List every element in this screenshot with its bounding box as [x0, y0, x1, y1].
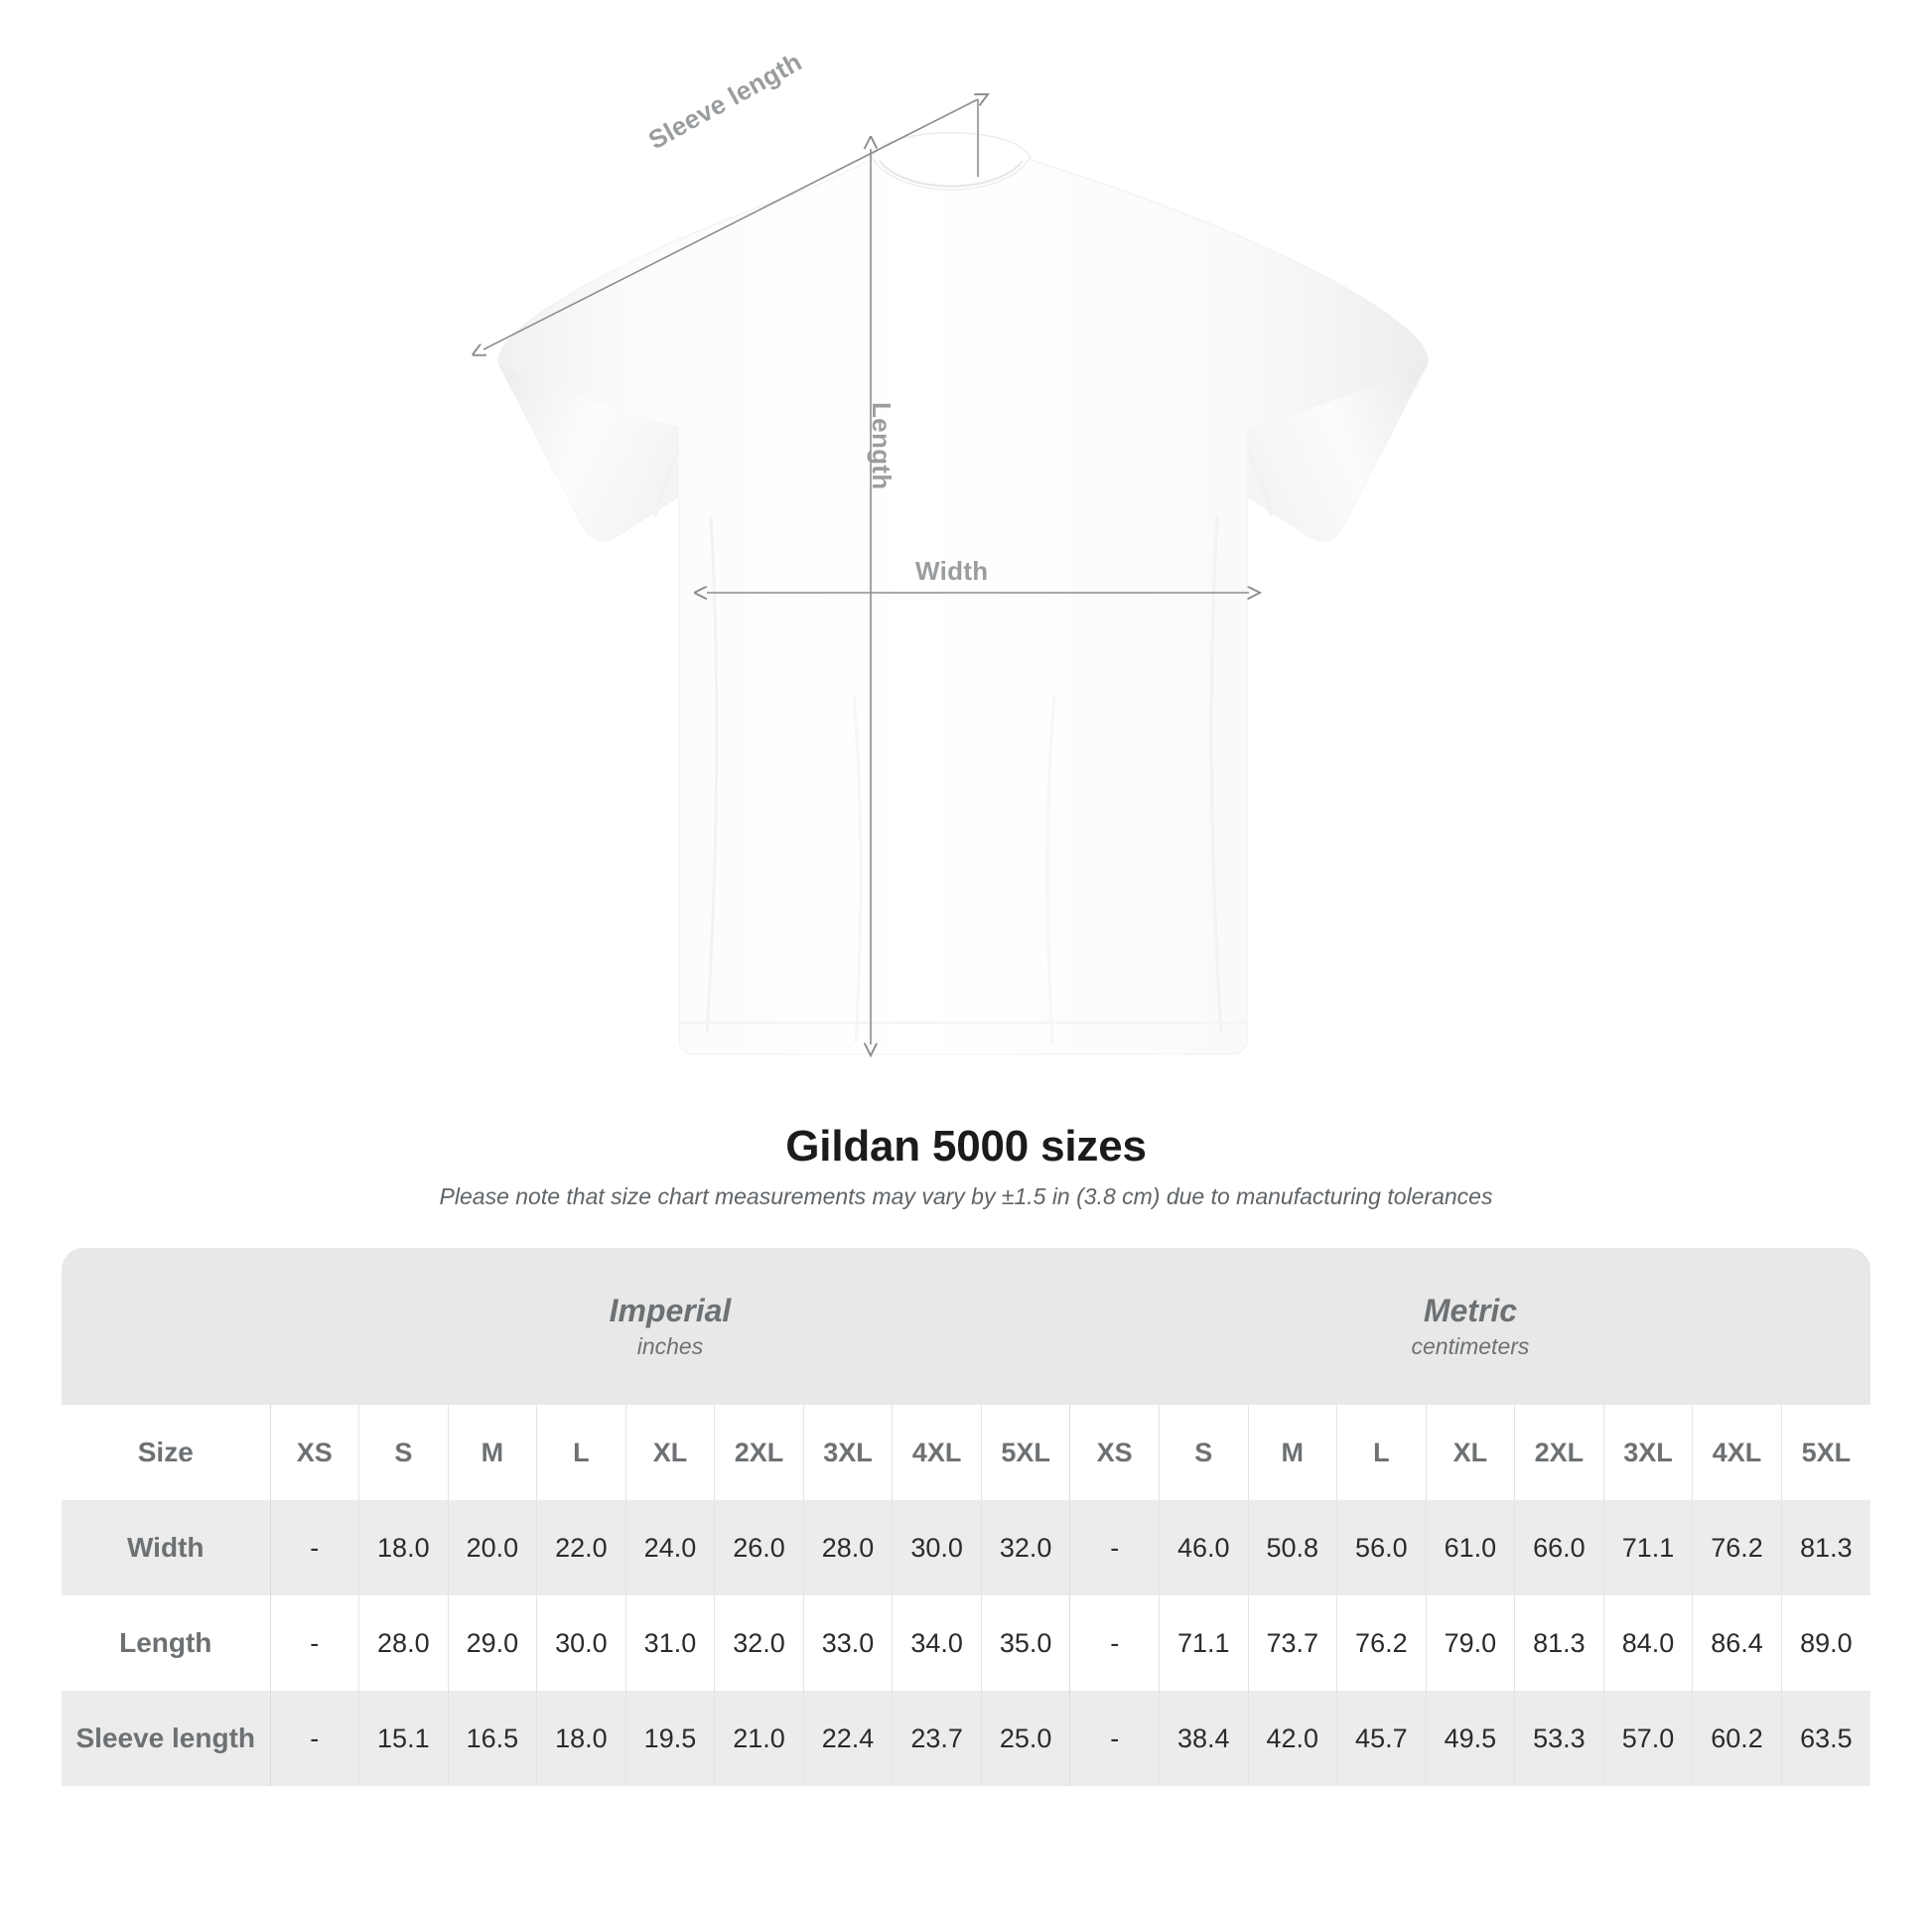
length-metric-3xl: 84.0	[1602, 1595, 1693, 1691]
size-header-metric-m: M	[1247, 1405, 1337, 1500]
size-header-metric-l: L	[1336, 1405, 1427, 1500]
sleeve-metric-l: 45.7	[1336, 1691, 1427, 1786]
sleeve-metric-xl: 49.5	[1425, 1691, 1515, 1786]
unit-banner-spacer	[62, 1248, 270, 1405]
width-imperial-xl: 24.0	[624, 1500, 715, 1595]
width-metric-2xl: 66.0	[1514, 1500, 1604, 1595]
length-imperial-2xl: 32.0	[714, 1595, 804, 1691]
length-metric-4xl: 86.4	[1692, 1595, 1782, 1691]
tshirt-illustration	[0, 0, 1429, 1122]
length-imperial-xl: 31.0	[624, 1595, 715, 1691]
length-imperial-s: 28.0	[358, 1595, 449, 1691]
size-header-metric-xl: XL	[1425, 1405, 1515, 1500]
unit-group-imperial-sub: inches	[636, 1332, 704, 1359]
size-header-imperial-l: L	[536, 1405, 626, 1500]
length-imperial-5xl: 35.0	[980, 1595, 1070, 1691]
size-chart-table: Imperial inches Metric centimeters Size …	[62, 1248, 1870, 1786]
size-header-metric-xs: XS	[1069, 1405, 1160, 1500]
sleeve-length-dimension-arrow	[483, 99, 978, 349]
row-label-length: Length	[119, 1627, 212, 1658]
unit-group-imperial-name: Imperial	[609, 1292, 732, 1328]
length-metric-l: 76.2	[1336, 1595, 1427, 1691]
page-title: Gildan 5000 sizes	[785, 1122, 1147, 1171]
size-header-imperial-2xl: 2XL	[714, 1405, 804, 1500]
sleeve-metric-3xl: 57.0	[1602, 1691, 1693, 1786]
length-metric-5xl: 89.0	[1780, 1595, 1870, 1691]
size-header-metric-4xl: 4XL	[1692, 1405, 1782, 1500]
length-imperial-m: 29.0	[447, 1595, 537, 1691]
table-row: Length - 28.0 29.0 30.0 31.0 32.0 33.0 3…	[62, 1595, 1870, 1691]
length-metric-xs: -	[1069, 1595, 1160, 1691]
sleeve-imperial-2xl: 21.0	[714, 1691, 804, 1786]
width-metric-3xl: 71.1	[1602, 1500, 1693, 1595]
sleeve-imperial-xs: -	[269, 1691, 359, 1786]
size-header-imperial-xl: XL	[624, 1405, 715, 1500]
width-imperial-s: 18.0	[358, 1500, 449, 1595]
sleeve-metric-2xl: 53.3	[1514, 1691, 1604, 1786]
width-metric-l: 56.0	[1336, 1500, 1427, 1595]
width-metric-xs: -	[1069, 1500, 1160, 1595]
size-header-imperial-xs: XS	[269, 1405, 359, 1500]
tolerance-note: Please note that size chart measurements…	[439, 1183, 1493, 1209]
unit-group-imperial: Imperial inches	[270, 1248, 1070, 1405]
width-metric-m: 50.8	[1247, 1500, 1337, 1595]
size-chart-heading: Gildan 5000 sizes Please note that size …	[0, 1122, 1932, 1210]
length-imperial-l: 30.0	[536, 1595, 626, 1691]
sleeve-imperial-4xl: 23.7	[892, 1691, 982, 1786]
length-metric-2xl: 81.3	[1514, 1595, 1604, 1691]
size-header-metric-5xl: 5XL	[1780, 1405, 1870, 1500]
size-header-imperial-m: M	[447, 1405, 537, 1500]
width-metric-s: 46.0	[1158, 1500, 1249, 1595]
sleeve-imperial-l: 18.0	[536, 1691, 626, 1786]
table-row: Width - 18.0 20.0 22.0 24.0 26.0 28.0 30…	[62, 1500, 1870, 1595]
size-header-imperial-5xl: 5XL	[980, 1405, 1070, 1500]
width-imperial-l: 22.0	[536, 1500, 626, 1595]
sleeve-imperial-xl: 19.5	[624, 1691, 715, 1786]
length-imperial-3xl: 33.0	[802, 1595, 893, 1691]
length-metric-xl: 79.0	[1425, 1595, 1515, 1691]
row-label-width: Width	[127, 1532, 205, 1563]
length-metric-m: 73.7	[1247, 1595, 1337, 1691]
sleeve-imperial-m: 16.5	[447, 1691, 537, 1786]
length-imperial-4xl: 34.0	[892, 1595, 982, 1691]
size-header-row: Size XS S M L XL 2XL 3XL 4XL 5XL XS S M …	[62, 1405, 1870, 1500]
width-metric-xl: 61.0	[1425, 1500, 1515, 1595]
width-metric-4xl: 76.2	[1692, 1500, 1782, 1595]
size-chart-table-wrapper: Imperial inches Metric centimeters Size …	[62, 1248, 1870, 1786]
sleeve-metric-s: 38.4	[1158, 1691, 1249, 1786]
sleeve-imperial-3xl: 22.4	[802, 1691, 893, 1786]
unit-group-metric-name: Metric	[1423, 1292, 1518, 1328]
width-imperial-2xl: 26.0	[714, 1500, 804, 1595]
length-imperial-xs: -	[269, 1595, 359, 1691]
sleeve-imperial-s: 15.1	[358, 1691, 449, 1786]
sleeve-metric-4xl: 60.2	[1692, 1691, 1782, 1786]
size-header-label: Size	[137, 1437, 194, 1467]
tshirt-measurement-diagram: Sleeve length Length Width	[0, 0, 1429, 1122]
sleeve-metric-m: 42.0	[1247, 1691, 1337, 1786]
size-header-metric-3xl: 3XL	[1602, 1405, 1693, 1500]
row-label-sleeve-length: Sleeve length	[75, 1723, 255, 1753]
width-imperial-3xl: 28.0	[802, 1500, 893, 1595]
unit-group-metric: Metric centimeters	[1069, 1248, 1870, 1405]
width-imperial-4xl: 30.0	[892, 1500, 982, 1595]
table-row: Sleeve length - 15.1 16.5 18.0 19.5 21.0…	[62, 1691, 1870, 1786]
width-metric-5xl: 81.3	[1780, 1500, 1870, 1595]
length-diagram-label: Length	[867, 402, 897, 490]
sleeve-imperial-5xl: 25.0	[980, 1691, 1070, 1786]
size-header-imperial-s: S	[358, 1405, 449, 1500]
sleeve-metric-xs: -	[1069, 1691, 1160, 1786]
length-metric-s: 71.1	[1158, 1595, 1249, 1691]
width-imperial-m: 20.0	[447, 1500, 537, 1595]
unit-group-metric-sub: centimeters	[1411, 1332, 1530, 1359]
size-header-imperial-4xl: 4XL	[892, 1405, 982, 1500]
width-diagram-label: Width	[915, 556, 989, 586]
size-header-metric-2xl: 2XL	[1514, 1405, 1604, 1500]
width-imperial-5xl: 32.0	[980, 1500, 1070, 1595]
unit-banner-row: Imperial inches Metric centimeters	[62, 1248, 1870, 1405]
sleeve-metric-5xl: 63.5	[1780, 1691, 1870, 1786]
size-header-metric-s: S	[1158, 1405, 1249, 1500]
width-imperial-xs: -	[269, 1500, 359, 1595]
size-header-imperial-3xl: 3XL	[802, 1405, 893, 1500]
